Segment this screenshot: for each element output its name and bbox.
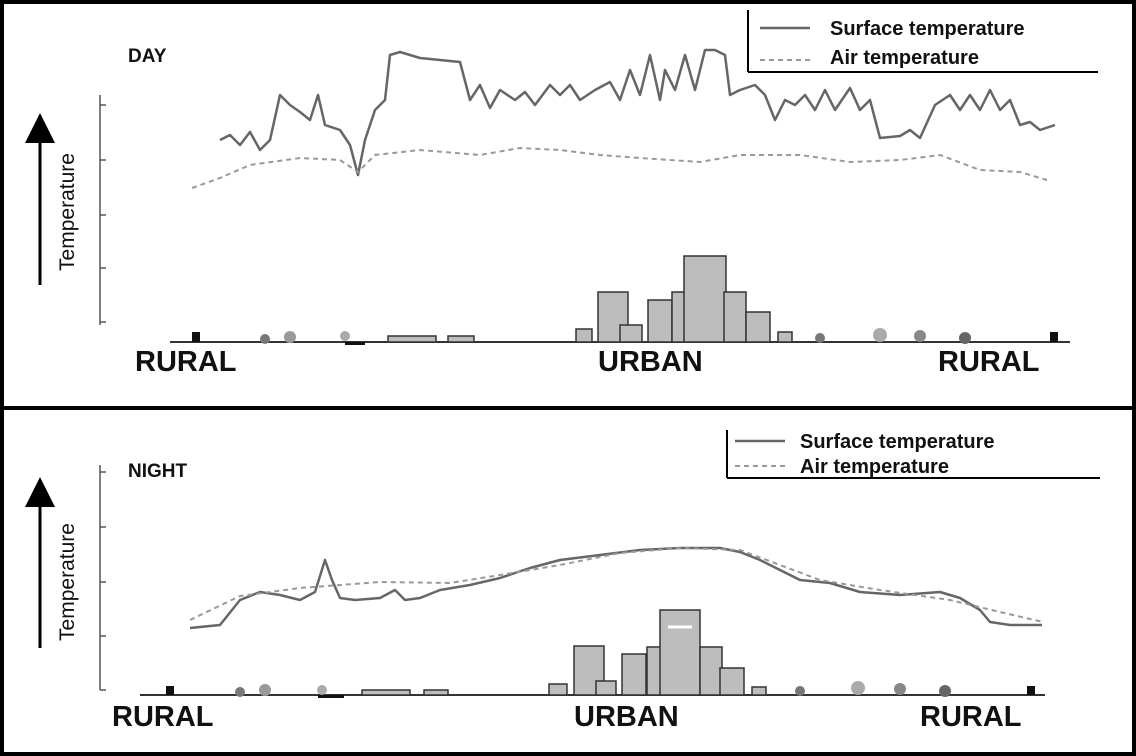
legend-label: Air temperature — [830, 47, 979, 69]
legend-label: Air temperature — [800, 456, 949, 478]
x-label: RURAL — [135, 346, 237, 378]
air-curve — [191, 146, 1048, 189]
day-panel: DAY Temperature Surface temperature Air … — [25, 10, 1098, 378]
legend-label: Surface temperature — [800, 431, 995, 453]
surface-curve — [219, 48, 1056, 177]
panel-title: NIGHT — [128, 461, 188, 482]
y-axis-label: Temperature — [56, 523, 79, 641]
y-axis — [99, 95, 106, 325]
x-label: RURAL — [920, 701, 1022, 733]
x-label: URBAN — [574, 701, 679, 733]
legend: Surface temperature Air temperature — [747, 10, 1098, 73]
x-label: URBAN — [598, 346, 703, 378]
legend-label: Surface temperature — [830, 18, 1025, 40]
x-label: RURAL — [938, 346, 1040, 378]
surface-curve — [189, 546, 1042, 630]
legend: Surface temperature Air temperature — [726, 430, 1100, 479]
air-curve — [189, 546, 1044, 623]
y-axis-label: Temperature — [56, 153, 79, 271]
buildings — [192, 255, 1058, 345]
buildings — [166, 609, 1035, 698]
x-label: RURAL — [112, 701, 214, 733]
night-panel: NIGHT Temperature Surface temperature Ai… — [25, 430, 1100, 733]
y-axis — [99, 465, 106, 691]
panel-title: DAY — [128, 46, 167, 67]
